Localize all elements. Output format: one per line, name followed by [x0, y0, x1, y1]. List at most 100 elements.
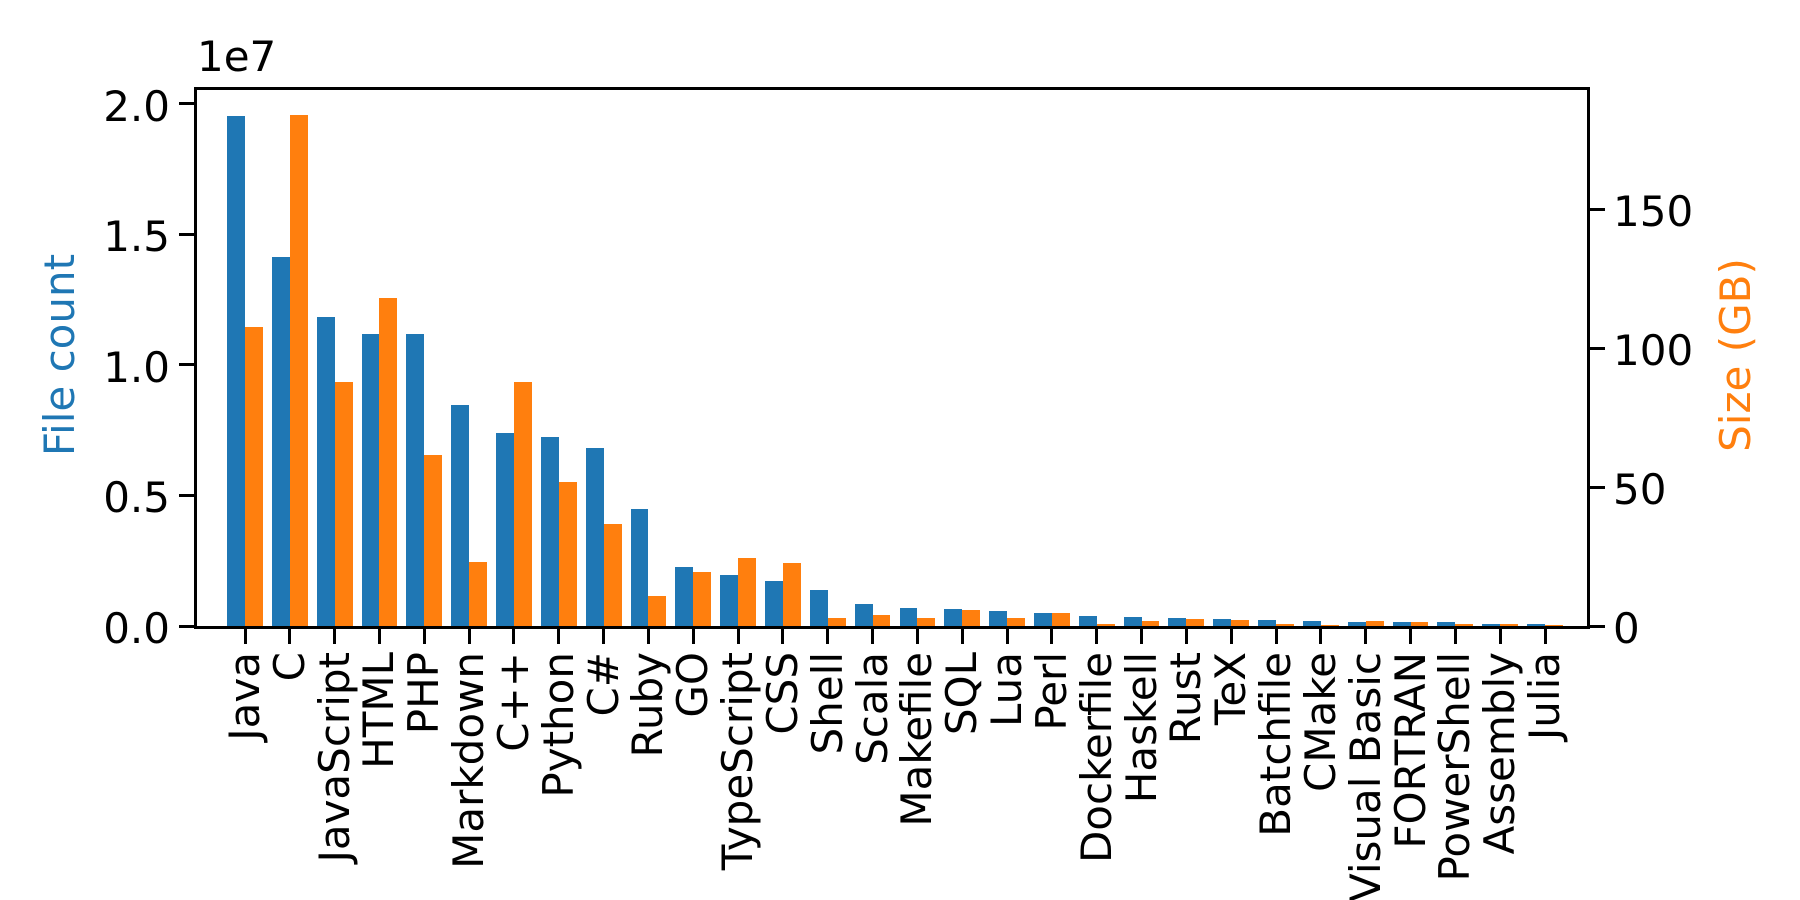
- bar-size-gb-scala: [872, 615, 891, 626]
- x-tick-label-fortran: FORTRAN: [1385, 652, 1435, 849]
- bar-file-count-shell: [809, 589, 828, 626]
- bar-file-count-css: [765, 580, 783, 626]
- x-tick-label-julia: Julia: [1520, 652, 1569, 741]
- bar-size-gb-python: [558, 481, 577, 626]
- x-tick-label-assembly: Assembly: [1475, 652, 1525, 855]
- y-tick-label-left-0.0: 0.0: [103, 604, 170, 653]
- x-tick-label-lua: Lua: [982, 652, 1032, 728]
- x-tick-scala: [871, 629, 875, 644]
- x-tick-label-go: GO: [668, 652, 718, 718]
- y-tick-left-0.0: [179, 624, 194, 628]
- bar-size-gb-typescript: [738, 557, 756, 626]
- y-tick-left-1.0: [179, 363, 194, 367]
- bar-size-gb-visual-basic: [1365, 620, 1384, 626]
- y-tick-label-left-1.5: 1.5: [103, 212, 170, 262]
- x-tick-lua: [1005, 629, 1009, 644]
- x-tick-label-sql: SQL: [937, 652, 987, 736]
- y-tick-label-left-0.5: 0.5: [103, 473, 170, 523]
- bar-file-count-html: [361, 334, 380, 626]
- bar-size-gb-go: [693, 572, 712, 626]
- bar-size-gb-makefile: [917, 617, 936, 626]
- bar-size-gb-perl: [1051, 612, 1070, 626]
- x-tick-label-ruby: Ruby: [623, 652, 673, 758]
- bar-file-count-batchfile: [1258, 619, 1277, 626]
- x-tick-fortran: [1409, 629, 1413, 644]
- bar-size-gb-javascript: [334, 382, 353, 626]
- bar-size-gb-markdown: [469, 561, 488, 626]
- x-tick-python: [557, 629, 561, 644]
- y-tick-right-150: [1590, 207, 1605, 211]
- bar-size-gb-shell: [827, 617, 846, 626]
- x-tick-powershell: [1453, 629, 1457, 644]
- bar-size-gb-powershell: [1455, 624, 1474, 626]
- bar-file-count-javascript: [316, 316, 335, 626]
- bar-file-count-c: [271, 256, 290, 626]
- x-tick-markdown: [467, 629, 471, 644]
- x-tick-assembly: [1498, 629, 1502, 644]
- x-tick-php: [422, 629, 426, 644]
- x-tick-dockerfile: [1095, 629, 1099, 644]
- x-tick-shell: [826, 629, 830, 644]
- x-tick-rust: [1184, 629, 1188, 644]
- x-tick-haskell: [1140, 629, 1144, 644]
- bar-file-count-scala: [854, 604, 873, 626]
- bar-size-gb-css: [782, 563, 801, 626]
- bar-file-count-lua: [989, 610, 1008, 626]
- x-tick-c: [288, 629, 292, 644]
- bar-file-count-sql: [944, 608, 963, 626]
- x-tick-makefile: [915, 629, 919, 644]
- y-tick-label-right-100: 100: [1613, 326, 1694, 376]
- x-tick-visual-basic: [1364, 629, 1368, 644]
- x-tick-label-perl: Perl: [1026, 652, 1076, 731]
- bar-size-gb-c: [289, 115, 308, 626]
- bar-file-count-cmake: [1302, 621, 1321, 626]
- x-tick-label-makefile: Makefile: [892, 652, 942, 827]
- x-tick-css: [781, 629, 785, 644]
- bar-file-count-perl: [1033, 612, 1052, 626]
- y-tick-right-50: [1590, 485, 1605, 489]
- x-tick-java: [243, 629, 247, 644]
- bar-file-count-rust: [1168, 617, 1187, 626]
- y-tick-label-right-50: 50: [1613, 465, 1667, 515]
- bar-size-gb-sql: [962, 610, 981, 626]
- x-tick-label-scala: Scala: [847, 652, 897, 765]
- bar-file-count-tex: [1213, 619, 1232, 626]
- x-tick-label-c: C#: [578, 652, 628, 717]
- y-tick-left-2.0: [179, 102, 194, 106]
- left-axis-multiplier: 1e7: [197, 32, 277, 81]
- x-tick-label-dockerfile: Dockerfile: [1071, 652, 1121, 864]
- x-tick-label-java: Java: [220, 652, 269, 741]
- bar-size-gb-fortran: [1410, 621, 1429, 626]
- left-axis-title: File count: [35, 253, 84, 457]
- x-tick-go: [691, 629, 695, 644]
- x-tick-label-haskell: Haskell: [1116, 652, 1166, 804]
- x-tick-label-cmake: CMake: [1295, 652, 1345, 792]
- bar-size-gb-assembly: [1500, 623, 1519, 626]
- bar-file-count-c: [585, 448, 604, 626]
- bar-file-count-go: [675, 566, 694, 626]
- x-tick-label-typescript: TypeScript: [713, 652, 763, 871]
- y-tick-right-100: [1590, 346, 1605, 350]
- bar-size-gb-html: [379, 297, 398, 626]
- bar-size-gb-batchfile: [1276, 624, 1294, 626]
- bar-file-count-haskell: [1123, 617, 1142, 626]
- x-tick-label-powershell: PowerShell: [1430, 652, 1480, 882]
- bar-file-count-ruby: [630, 509, 649, 626]
- bar-size-gb-lua: [1007, 618, 1025, 626]
- bar-file-count-markdown: [451, 404, 470, 626]
- bar-size-gb-c: [603, 523, 622, 626]
- x-tick-cmake: [1319, 629, 1323, 644]
- x-tick-label-css: CSS: [757, 652, 807, 735]
- bar-size-gb-rust: [1186, 618, 1205, 626]
- bar-file-count-typescript: [720, 575, 739, 626]
- x-tick-label-visual-basic: Visual Basic: [1340, 652, 1390, 900]
- bar-file-count-powershell: [1437, 622, 1456, 626]
- bar-file-count-julia: [1527, 624, 1545, 626]
- bar-file-count-assembly: [1482, 623, 1501, 626]
- x-tick-ruby: [646, 629, 650, 644]
- x-tick-html: [377, 629, 381, 644]
- bar-file-count-dockerfile: [1078, 616, 1097, 626]
- bar-file-count-java: [227, 115, 245, 626]
- y-tick-right-0: [1590, 624, 1605, 628]
